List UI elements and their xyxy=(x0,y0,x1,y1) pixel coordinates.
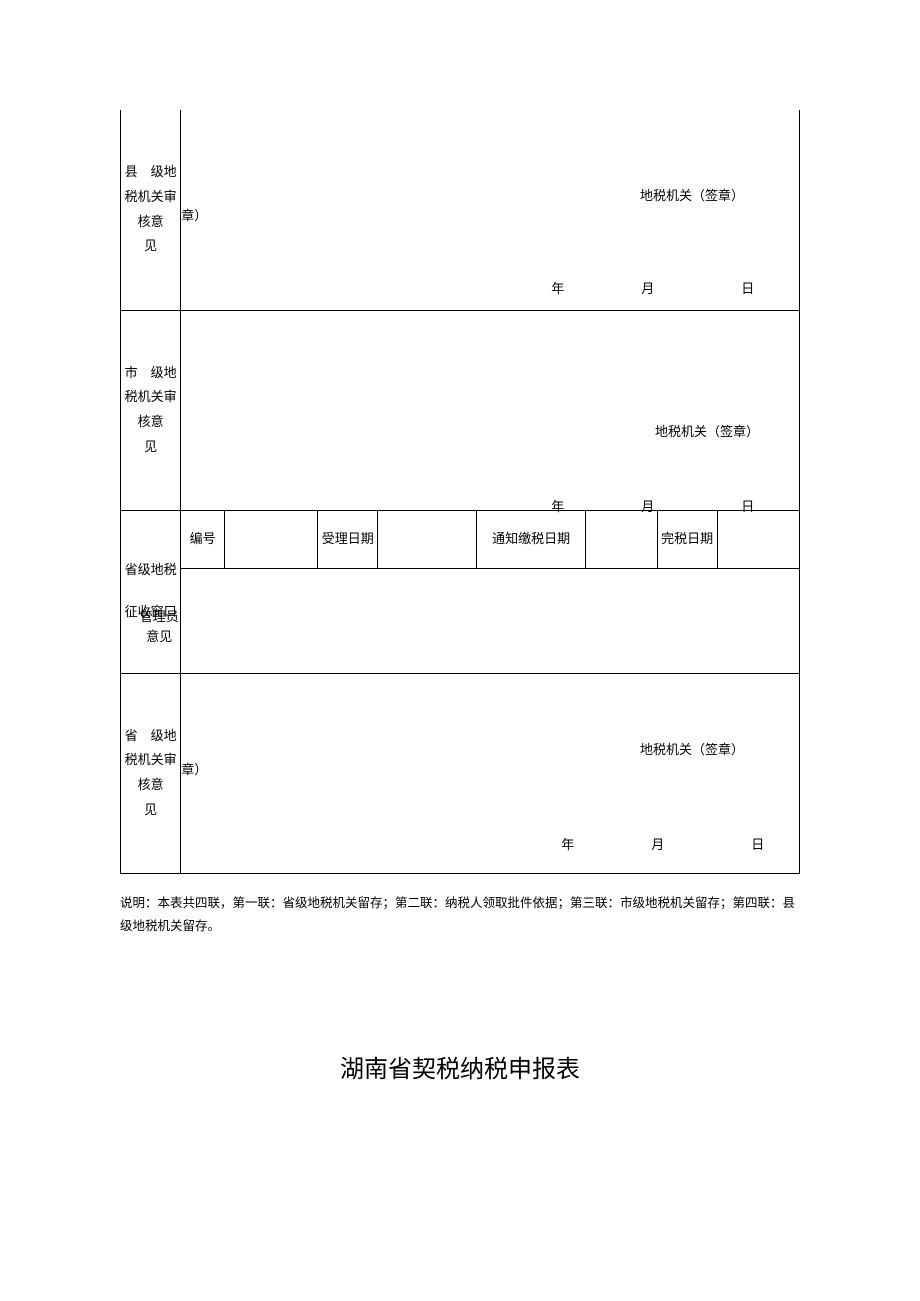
city-label: 市 级地税机关审核意 见 xyxy=(121,310,181,510)
province-row: 省 级地税机关审核意 见 地税机关（签章） 章） 年 月 日 xyxy=(121,673,800,873)
accept-date-label: 受理日期 xyxy=(318,510,378,568)
county-year: 年 xyxy=(551,278,564,297)
pw-l1: 省级地税 xyxy=(125,562,177,577)
province-day: 日 xyxy=(751,834,764,853)
county-label: 县 级地税机关审核意 见 xyxy=(121,110,181,310)
county-day: 日 xyxy=(741,278,754,297)
province-window-group-label: 省级地税 征收窗口 xyxy=(121,510,181,673)
province-year: 年 xyxy=(561,834,574,853)
manager-row: 管理员意见 xyxy=(121,568,800,673)
num-value[interactable] xyxy=(225,510,318,568)
complete-date-value[interactable] xyxy=(717,510,799,568)
province-month: 月 xyxy=(651,834,664,853)
city-day: 日 xyxy=(741,496,754,515)
city-content-cell: 地税机关（签章） 年 月 日 xyxy=(181,310,800,510)
city-year: 年 xyxy=(551,496,564,515)
manager-opinion-label: 管理员意见 xyxy=(134,607,184,649)
county-content-cell: 地税机关（签章） 章） 年 月 日 xyxy=(181,110,800,310)
county-sig-line2: 章） xyxy=(181,205,207,224)
notify-date-value[interactable] xyxy=(586,510,657,568)
county-sig-label: 地税机关（签章） xyxy=(640,185,744,204)
city-month: 月 xyxy=(641,496,654,515)
province-window-row: 省级地税 征收窗口 编号 受理日期 通知缴税日期 完税日期 xyxy=(121,510,800,568)
page: 县 级地税机关审核意 见 地税机关（签章） 章） 年 月 日 市 级地税机关审核… xyxy=(0,0,920,1144)
accept-date-value[interactable] xyxy=(378,510,477,568)
province-sig-label: 地税机关（签章） xyxy=(640,739,744,758)
footnote: 说明：本表共四联，第一联：省级地税机关留存；第二联：纳税人领取批件依据；第三联：… xyxy=(120,892,800,940)
county-row: 县 级地税机关审核意 见 地税机关（签章） 章） 年 月 日 xyxy=(121,110,800,310)
province-label: 省 级地税机关审核意 见 xyxy=(121,673,181,873)
city-row: 市 级地税机关审核意 见 地税机关（签章） 年 月 日 xyxy=(121,310,800,510)
notify-date-label: 通知缴税日期 xyxy=(476,510,586,568)
city-sig-label: 地税机关（签章） xyxy=(655,421,759,440)
complete-date-label: 完税日期 xyxy=(657,510,717,568)
manager-opinion-cell[interactable]: 管理员意见 xyxy=(181,568,800,673)
province-sig-line2: 章） xyxy=(181,759,207,778)
province-content-cell: 地税机关（签章） 章） 年 月 日 xyxy=(181,673,800,873)
num-label: 编号 xyxy=(181,510,225,568)
approval-form-table: 县 级地税机关审核意 见 地税机关（签章） 章） 年 月 日 市 级地税机关审核… xyxy=(120,110,800,874)
county-month: 月 xyxy=(641,278,654,297)
page-title: 湖南省契税纳税申报表 xyxy=(120,1049,800,1084)
